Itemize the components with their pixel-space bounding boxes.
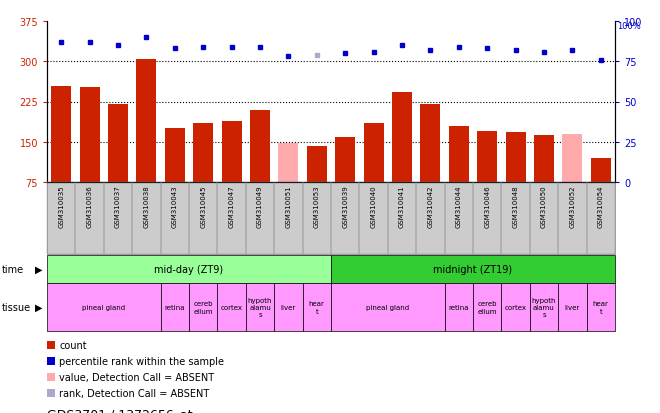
Text: liver: liver [565, 304, 580, 310]
Text: GSM310050: GSM310050 [541, 185, 547, 227]
Text: GSM310042: GSM310042 [428, 185, 434, 227]
Text: GSM310044: GSM310044 [456, 185, 462, 227]
Text: GSM310049: GSM310049 [257, 185, 263, 227]
Text: hypoth
alamu
s: hypoth alamu s [532, 297, 556, 317]
Text: cereb
ellum: cereb ellum [193, 301, 213, 314]
Text: GSM310053: GSM310053 [314, 185, 320, 227]
Text: cereb
ellum: cereb ellum [477, 301, 497, 314]
Text: time: time [2, 264, 24, 274]
Bar [193, 123, 213, 183]
Bar [51, 87, 71, 183]
Text: ▶: ▶ [35, 302, 42, 312]
Bar [364, 123, 383, 183]
Text: hear
t: hear t [309, 301, 325, 314]
Text: mid-day (ZT9): mid-day (ZT9) [154, 264, 224, 274]
Bar [307, 146, 327, 183]
Text: pineal gland: pineal gland [366, 304, 409, 310]
Bar [335, 138, 355, 183]
Bar [165, 129, 185, 183]
Text: GSM310046: GSM310046 [484, 185, 490, 227]
Text: GSM310037: GSM310037 [115, 185, 121, 227]
Text: GSM310047: GSM310047 [228, 185, 234, 227]
Text: tissue: tissue [2, 302, 31, 312]
Bar [477, 132, 497, 183]
Text: cortex: cortex [505, 304, 527, 310]
Bar [108, 105, 128, 183]
Text: GSM310054: GSM310054 [598, 185, 604, 227]
Bar [562, 134, 582, 183]
Bar [449, 126, 469, 183]
Text: GSM310048: GSM310048 [513, 185, 519, 227]
Bar [534, 135, 554, 183]
Text: GSM310051: GSM310051 [285, 185, 292, 227]
Text: GSM310039: GSM310039 [342, 185, 348, 227]
Text: cortex: cortex [220, 304, 243, 310]
Text: hypoth
alamu
s: hypoth alamu s [248, 297, 272, 317]
Text: GSM310043: GSM310043 [172, 185, 178, 227]
Bar [591, 159, 611, 183]
Text: GSM310052: GSM310052 [570, 185, 576, 227]
Bar [392, 93, 412, 183]
Bar [137, 59, 156, 183]
Text: GSM310041: GSM310041 [399, 185, 405, 227]
Text: GSM310035: GSM310035 [58, 185, 64, 227]
Text: retina: retina [449, 304, 469, 310]
Text: pineal gland: pineal gland [82, 304, 125, 310]
Text: GSM310045: GSM310045 [200, 185, 206, 227]
Bar [250, 110, 270, 183]
Bar [279, 143, 298, 183]
Text: 100%: 100% [617, 22, 641, 31]
Bar [506, 133, 525, 183]
Text: retina: retina [164, 304, 185, 310]
Text: GSM310038: GSM310038 [143, 185, 149, 227]
Text: value, Detection Call = ABSENT: value, Detection Call = ABSENT [59, 372, 214, 382]
Text: liver: liver [280, 304, 296, 310]
Text: rank, Detection Call = ABSENT: rank, Detection Call = ABSENT [59, 388, 209, 398]
Text: hear
t: hear t [593, 301, 609, 314]
Text: GSM310036: GSM310036 [86, 185, 92, 227]
Text: GDS3701 / 1372656_at: GDS3701 / 1372656_at [47, 407, 193, 413]
Bar [222, 122, 242, 183]
Text: percentile rank within the sample: percentile rank within the sample [59, 356, 224, 366]
Bar [420, 105, 440, 183]
Text: GSM310040: GSM310040 [371, 185, 377, 227]
Text: ▶: ▶ [35, 264, 42, 274]
Text: count: count [59, 340, 86, 350]
Text: midnight (ZT19): midnight (ZT19) [434, 264, 513, 274]
Bar [80, 88, 100, 183]
